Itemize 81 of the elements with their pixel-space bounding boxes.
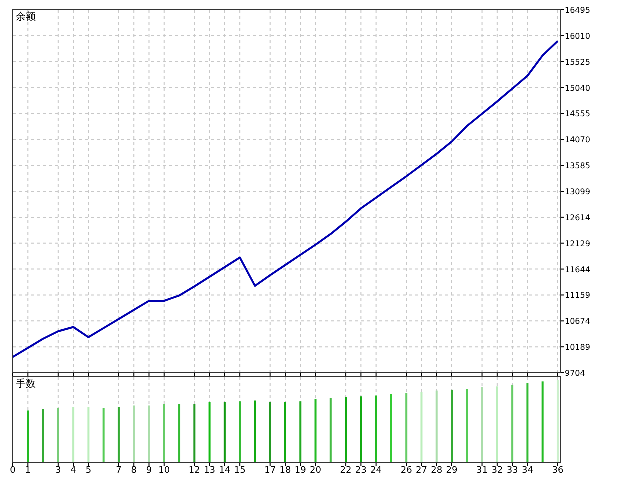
- x-tick-label: 28: [431, 466, 443, 476]
- bar: [208, 402, 211, 463]
- x-tick-label: 4: [70, 466, 77, 476]
- x-tick-label: 27: [416, 466, 428, 476]
- bar: [451, 390, 454, 463]
- bar: [526, 383, 529, 463]
- bar: [239, 402, 242, 463]
- x-tick-label: 29: [446, 466, 458, 476]
- line-series: [12, 40, 559, 358]
- y-tick-label: 9704: [565, 369, 586, 378]
- x-tick-label: 1: [25, 466, 32, 476]
- y-tick-label: 12614: [565, 213, 590, 222]
- bar: [72, 407, 75, 463]
- y-tick-label: 13585: [565, 162, 590, 171]
- bar: [406, 393, 408, 463]
- bar: [57, 408, 60, 463]
- bar: [496, 386, 498, 463]
- x-tick-label: 0: [10, 466, 16, 476]
- x-tick-label: 12: [188, 466, 200, 476]
- x-tick-label: 15: [234, 466, 246, 476]
- y-tick-label: 16010: [565, 32, 590, 41]
- bar: [390, 394, 392, 463]
- x-tick-label: 26: [400, 466, 413, 476]
- chart-title: 手数: [16, 378, 36, 390]
- y-tick-label: 10189: [565, 343, 590, 352]
- bar: [300, 402, 302, 463]
- y-tick-label: 15525: [565, 58, 590, 67]
- x-tick-label: 23: [355, 466, 367, 476]
- bar: [118, 407, 120, 463]
- x-tick-label: 8: [131, 466, 138, 476]
- bar: [556, 380, 559, 463]
- x-tick-label: 13: [204, 466, 216, 476]
- x-tick-label: 19: [294, 466, 307, 476]
- y-tick-label: 16495: [565, 6, 590, 15]
- x-tick-label: 31: [476, 466, 488, 476]
- bar: [481, 387, 484, 463]
- bar: [194, 404, 196, 463]
- x-tick-label: 9: [146, 466, 152, 476]
- y-tick-label: 11644: [565, 265, 590, 274]
- bar: [314, 399, 317, 463]
- y-tick-label: 13099: [565, 188, 590, 197]
- bar: [178, 404, 181, 463]
- bar: [27, 410, 30, 463]
- bar: [284, 402, 286, 463]
- x-tick-label: 24: [370, 466, 382, 476]
- bar: [102, 408, 105, 463]
- chart-title: 余额: [16, 11, 36, 23]
- bar: [466, 389, 468, 463]
- bar: [375, 396, 378, 463]
- x-tick-label: 18: [280, 466, 292, 476]
- x-tick-label: 34: [522, 466, 534, 476]
- bar: [360, 396, 362, 463]
- y-tick-label: 14070: [565, 136, 590, 145]
- bar: [42, 409, 44, 463]
- y-tick-label: 15040: [565, 84, 590, 93]
- bar: [88, 407, 90, 463]
- x-tick-label: 36: [552, 466, 564, 476]
- x-tick-label: 20: [310, 466, 322, 476]
- bar: [133, 406, 136, 463]
- y-tick-label: 14555: [565, 110, 590, 119]
- bar: [163, 404, 166, 463]
- x-tick-label: 5: [86, 466, 92, 476]
- bar: [420, 392, 423, 463]
- x-tick-label: 22: [340, 466, 352, 476]
- bar: [345, 397, 348, 463]
- y-tick-label: 10674: [565, 317, 590, 326]
- x-tick-label: 7: [116, 466, 122, 476]
- bar: [542, 382, 544, 463]
- bar: [224, 402, 226, 463]
- x-tick-label: 10: [158, 466, 170, 476]
- x-tick-label: 3: [56, 466, 62, 476]
- bar: [330, 398, 332, 463]
- x-tick-label: 14: [219, 466, 231, 476]
- bar: [269, 402, 272, 463]
- y-tick-label: 11159: [565, 291, 590, 300]
- bar: [436, 390, 438, 463]
- x-tick-label: 33: [506, 466, 518, 476]
- x-tick-label: 32: [492, 466, 504, 476]
- x-tick-label: 17: [264, 466, 276, 476]
- y-tick-label: 12129: [565, 239, 590, 248]
- bar: [148, 406, 150, 463]
